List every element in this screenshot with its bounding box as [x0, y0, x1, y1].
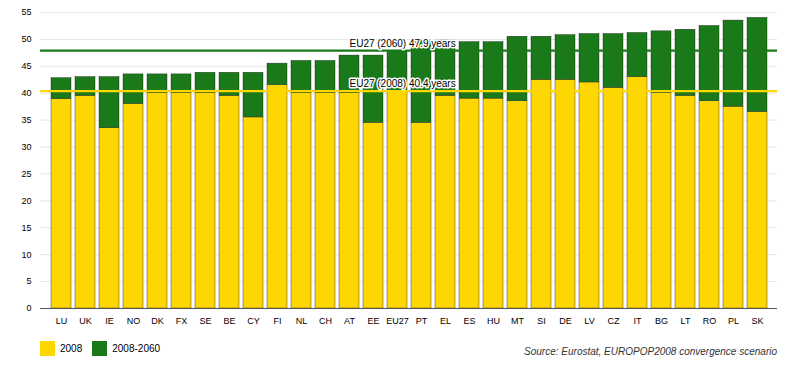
svg-text:0: 0	[26, 303, 31, 313]
svg-text:IE: IE	[105, 316, 114, 326]
svg-text:ES: ES	[463, 316, 475, 326]
svg-text:LV: LV	[584, 316, 594, 326]
svg-text:SK: SK	[751, 316, 763, 326]
svg-text:CZ: CZ	[608, 316, 620, 326]
svg-text:SE: SE	[199, 316, 211, 326]
svg-text:35: 35	[21, 115, 31, 125]
html-text:2008: 2008	[60, 343, 83, 354]
svg-text:55: 55	[21, 7, 31, 17]
svg-text:SI: SI	[537, 316, 546, 326]
svg-text:BG: BG	[655, 316, 668, 326]
svg-text:PT: PT	[416, 316, 428, 326]
svg-text:EU27 (2060) 47.9 years: EU27 (2060) 47.9 years	[350, 38, 456, 49]
svg-text:DK: DK	[151, 316, 164, 326]
svg-text:EU27 (2008) 40.4 years: EU27 (2008) 40.4 years	[350, 78, 456, 89]
svg-text:50: 50	[21, 34, 31, 44]
svg-text:FX: FX	[176, 316, 188, 326]
svg-text:FI: FI	[274, 316, 282, 326]
svg-text:CY: CY	[247, 316, 260, 326]
svg-text:UK: UK	[79, 316, 92, 326]
svg-text:LT: LT	[681, 316, 691, 326]
svg-text:EL: EL	[440, 316, 451, 326]
svg-text:PL: PL	[728, 316, 739, 326]
svg-text:30: 30	[21, 142, 31, 152]
html-text:Source: Eurostat, EUROPOP2008: Source: Eurostat, EUROPOP2008 convergenc…	[524, 345, 777, 357]
svg-text:NO: NO	[127, 316, 141, 326]
svg-text:LU: LU	[56, 316, 68, 326]
svg-text:10: 10	[21, 250, 31, 260]
svg-text:MT: MT	[511, 316, 524, 326]
svg-text:40: 40	[21, 88, 31, 98]
svg-text:EU27: EU27	[386, 316, 409, 326]
svg-text:15: 15	[21, 223, 31, 233]
svg-text:EE: EE	[367, 316, 379, 326]
svg-text:CH: CH	[319, 316, 332, 326]
svg-text:IT: IT	[634, 316, 643, 326]
svg-text:RO: RO	[703, 316, 717, 326]
svg-text:25: 25	[21, 169, 31, 179]
svg-text:NL: NL	[296, 316, 308, 326]
svg-text:BE: BE	[223, 316, 235, 326]
html-text:2008-2060: 2008-2060	[112, 343, 161, 354]
svg-text:5: 5	[26, 276, 31, 286]
svg-text:20: 20	[21, 196, 31, 206]
svg-text:DE: DE	[559, 316, 572, 326]
svg-text:AT: AT	[344, 316, 355, 326]
svg-text:HU: HU	[487, 316, 500, 326]
svg-text:45: 45	[21, 61, 31, 71]
